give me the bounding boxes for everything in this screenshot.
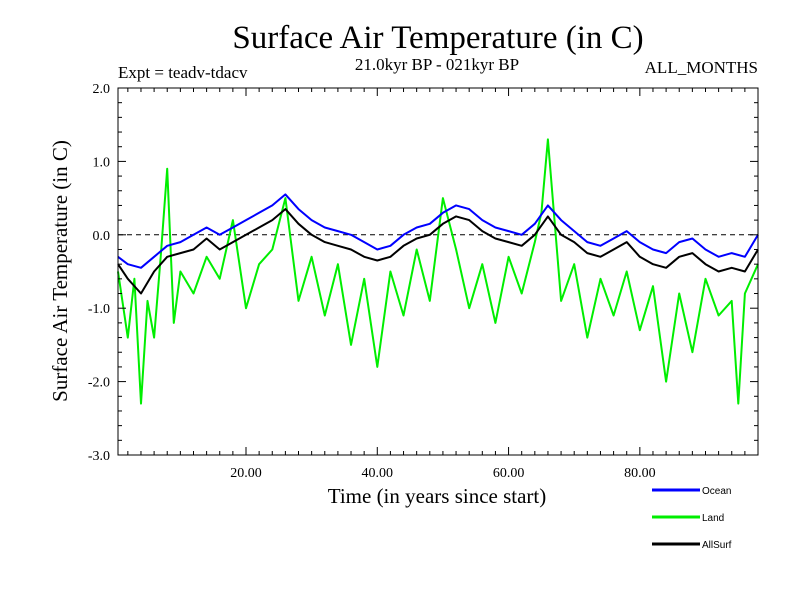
- series-line-land: [117, 138, 759, 405]
- legend-label-land: Land: [702, 513, 724, 524]
- x-tick-label: 80.00: [624, 466, 656, 481]
- plot-area: -3.0 -2.0 -1.0 0.0 1.0 2.0 20.00 40.00 60.00 80.0…: [88, 82, 759, 481]
- y-tick-label: 2.0: [93, 82, 111, 97]
- x-tick-label: 40.00: [362, 466, 394, 481]
- x-tick-label: 20.00: [230, 466, 262, 481]
- plot-frame: [117, 87, 759, 456]
- legend-label-allsurf: AllSurf: [702, 540, 732, 551]
- y-tick-label: -1.0: [88, 302, 110, 317]
- period-label: 21.0kyr BP - 021kyr BP: [355, 55, 519, 74]
- series-line-ocean: [117, 193, 759, 269]
- y-tick-label: 1.0: [93, 155, 111, 170]
- y-tick-label: -3.0: [88, 449, 110, 464]
- experiment-label: Expt = teadv-tdacv: [118, 63, 248, 82]
- x-axis-label: Time (in years since start): [328, 484, 547, 508]
- y-tick-label: -2.0: [88, 376, 110, 391]
- x-tick-label: 60.00: [493, 466, 525, 481]
- y-tick-label: 0.0: [93, 229, 111, 244]
- months-label: ALL_MONTHS: [645, 58, 758, 77]
- y-axis-label: Surface Air Temperature (in C): [48, 140, 72, 402]
- legend-label-ocean: Ocean: [702, 486, 731, 497]
- series-line-allsurf: [117, 208, 759, 295]
- legend: Ocean Land AllSurf: [652, 486, 732, 551]
- chart-title: Surface Air Temperature (in C): [232, 20, 643, 56]
